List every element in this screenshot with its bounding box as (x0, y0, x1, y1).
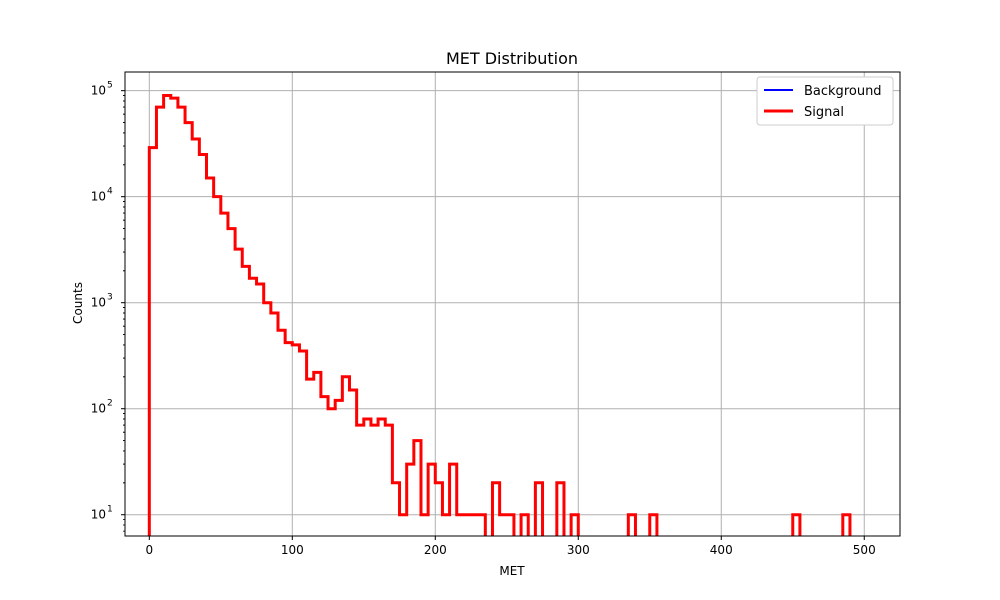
x-tick-label: 300 (567, 543, 590, 557)
x-ticks: 0 100 200 300 400 500 (145, 536, 876, 557)
y-tick-exponent: 3 (107, 293, 113, 303)
y-tick-label: 10 (91, 402, 106, 416)
y-axis-label: Counts (71, 282, 85, 324)
x-tick-label: 0 (145, 543, 153, 557)
x-tick-label: 100 (281, 543, 304, 557)
series-layer (147, 94, 852, 536)
series-line-signal (147, 94, 852, 536)
legend-label-background: Background (804, 84, 882, 99)
x-tick-label: 200 (424, 543, 447, 557)
chart-title: MET Distribution (446, 49, 578, 68)
y-tick-exponent: 1 (107, 505, 113, 515)
x-axis-label: MET (499, 564, 525, 578)
legend: Background Signal (756, 76, 894, 126)
x-tick-label: 500 (853, 543, 876, 557)
y-tick-label: 10 (91, 296, 106, 310)
y-tick-label: 10 (91, 508, 106, 522)
y-tick-label: 10 (91, 190, 106, 204)
y-tick-label: 10 (91, 84, 106, 98)
plot-frame (124, 71, 901, 537)
y-tick-exponent: 4 (107, 187, 113, 197)
y-tick-exponent: 5 (107, 81, 113, 91)
y-tick-exponent: 2 (107, 399, 113, 409)
x-tick-label: 400 (710, 543, 733, 557)
legend-label-signal: Signal (804, 105, 844, 120)
